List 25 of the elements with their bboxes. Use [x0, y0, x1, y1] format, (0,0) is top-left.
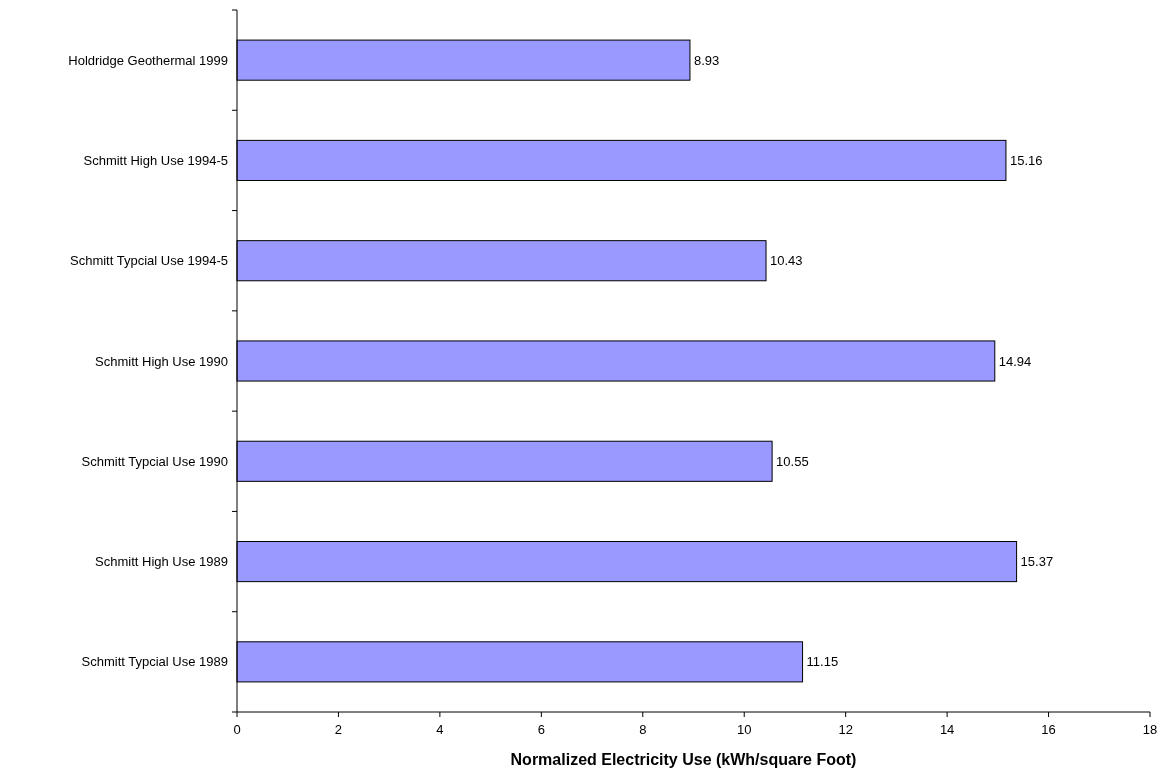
y-tick-label: Schmitt Typcial Use 1989: [81, 654, 228, 670]
data-label: 10.43: [770, 253, 803, 269]
x-axis-title: Normalized Electricity Use (kWh/square Foot): [510, 751, 857, 768]
x-tick-label: 10: [736, 722, 752, 737]
y-tick-label: Schmitt High Use 1994-5: [83, 152, 228, 168]
y-tick-label: Schmitt Typcial Use 1990: [81, 453, 228, 469]
y-tick-label: Schmitt High Use 1990: [95, 353, 228, 369]
x-tick-label: 4: [436, 722, 444, 737]
data-label: 11.15: [806, 654, 839, 670]
x-tick-label: 14: [939, 722, 955, 737]
data-label: 15.16: [1009, 152, 1043, 168]
y-tick-label: Schmitt High Use 1989: [95, 554, 228, 570]
x-tick-label: 12: [838, 722, 853, 737]
data-label: 8.93: [693, 52, 720, 68]
y-tick-label: Schmitt Typcial Use 1994-5: [70, 253, 228, 269]
data-label: 10.55: [776, 453, 809, 469]
y-tick-label: Holdridge Geothermal 1999: [68, 52, 228, 68]
x-tick-label: 0: [233, 722, 241, 737]
x-tick-label: 8: [639, 722, 647, 737]
x-tick-label: 2: [334, 722, 343, 737]
x-tick-label: 16: [1041, 722, 1056, 737]
data-label: 15.37: [1020, 554, 1054, 570]
x-tick-label: 18: [1142, 722, 1158, 737]
x-tick-label: 6: [537, 722, 545, 737]
data-label: 14.94: [998, 353, 1032, 369]
